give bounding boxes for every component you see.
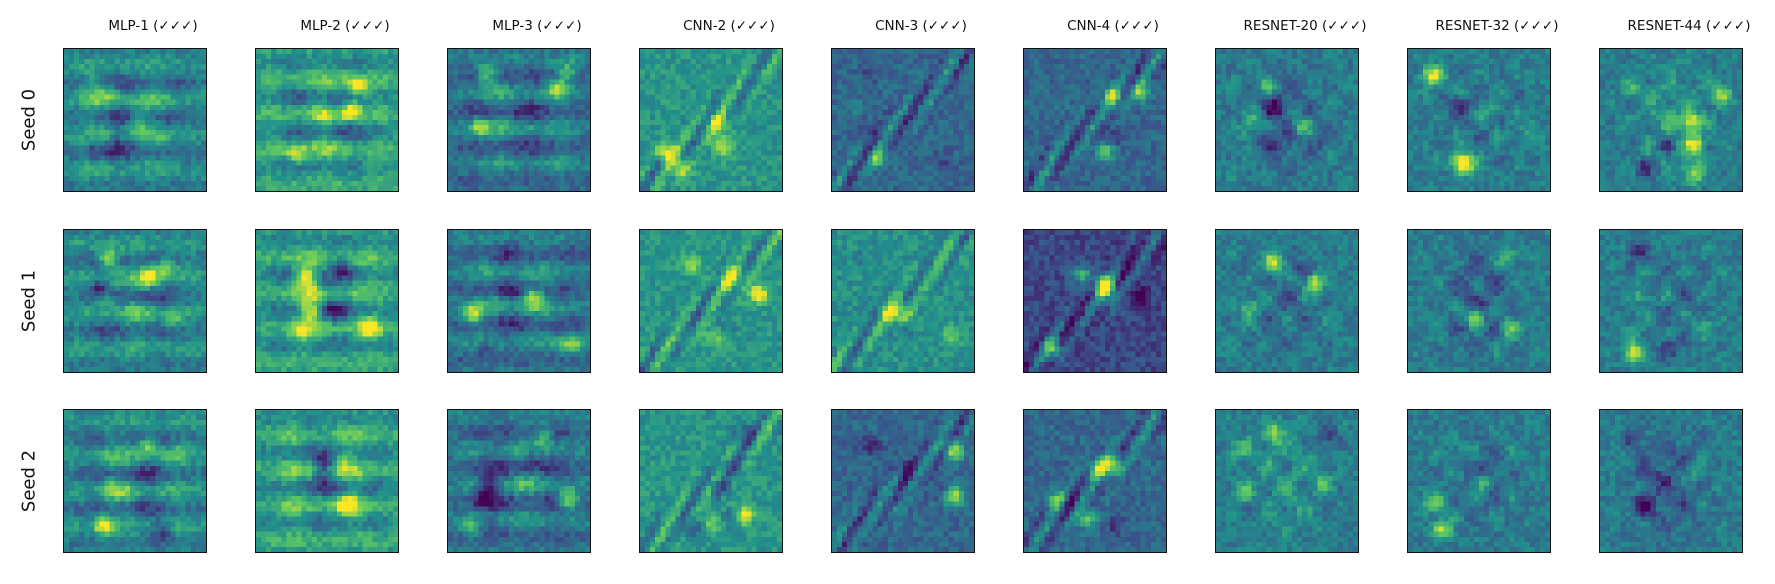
- heatmap-cnn-4-seed-0: [1023, 48, 1167, 192]
- column-title-mlp-1: MLP-1 (✓✓✓): [63, 18, 243, 34]
- heatmap-mlp-3-seed-1: [447, 229, 591, 373]
- heatmap-mlp-3-seed-2: [447, 409, 591, 553]
- heatmap-resnet-20-seed-2: [1215, 409, 1359, 553]
- heatmap-mlp-1-seed-0: [63, 48, 207, 192]
- heatmap-resnet-32-seed-2: [1407, 409, 1551, 553]
- heatmap-cnn-4-seed-1: [1023, 229, 1167, 373]
- heatmap-resnet-44-seed-2: [1599, 409, 1743, 553]
- column-title-resnet-44: RESNET-44 (✓✓✓): [1599, 18, 1775, 34]
- heatmap-mlp-3-seed-0: [447, 48, 591, 192]
- column-title-mlp-2: MLP-2 (✓✓✓): [255, 18, 435, 34]
- heatmap-cnn-2-seed-2: [639, 409, 783, 553]
- heatmap-resnet-44-seed-0: [1599, 48, 1743, 192]
- heatmap-mlp-2-seed-0: [255, 48, 399, 192]
- heatmap-resnet-44-seed-1: [1599, 229, 1743, 373]
- heatmap-cnn-2-seed-1: [639, 229, 783, 373]
- column-title-cnn-2: CNN-2 (✓✓✓): [639, 18, 819, 34]
- heatmap-mlp-1-seed-1: [63, 229, 207, 373]
- column-title-mlp-3: MLP-3 (✓✓✓): [447, 18, 627, 34]
- heatmap-cnn-3-seed-1: [831, 229, 975, 373]
- heatmap-mlp-1-seed-2: [63, 409, 207, 553]
- heatmap-resnet-20-seed-0: [1215, 48, 1359, 192]
- heatmap-resnet-20-seed-1: [1215, 229, 1359, 373]
- column-title-cnn-3: CNN-3 (✓✓✓): [831, 18, 1011, 34]
- heatmap-cnn-2-seed-0: [639, 48, 783, 192]
- heatmap-resnet-32-seed-1: [1407, 229, 1551, 373]
- column-title-resnet-32: RESNET-32 (✓✓✓): [1407, 18, 1587, 34]
- heatmap-resnet-32-seed-0: [1407, 48, 1551, 192]
- heatmap-cnn-3-seed-0: [831, 48, 975, 192]
- heatmap-mlp-2-seed-1: [255, 229, 399, 373]
- column-title-resnet-20: RESNET-20 (✓✓✓): [1215, 18, 1395, 34]
- column-title-cnn-4: CNN-4 (✓✓✓): [1023, 18, 1203, 34]
- heatmap-cnn-3-seed-2: [831, 409, 975, 553]
- heatmap-mlp-2-seed-2: [255, 409, 399, 553]
- heatmap-cnn-4-seed-2: [1023, 409, 1167, 553]
